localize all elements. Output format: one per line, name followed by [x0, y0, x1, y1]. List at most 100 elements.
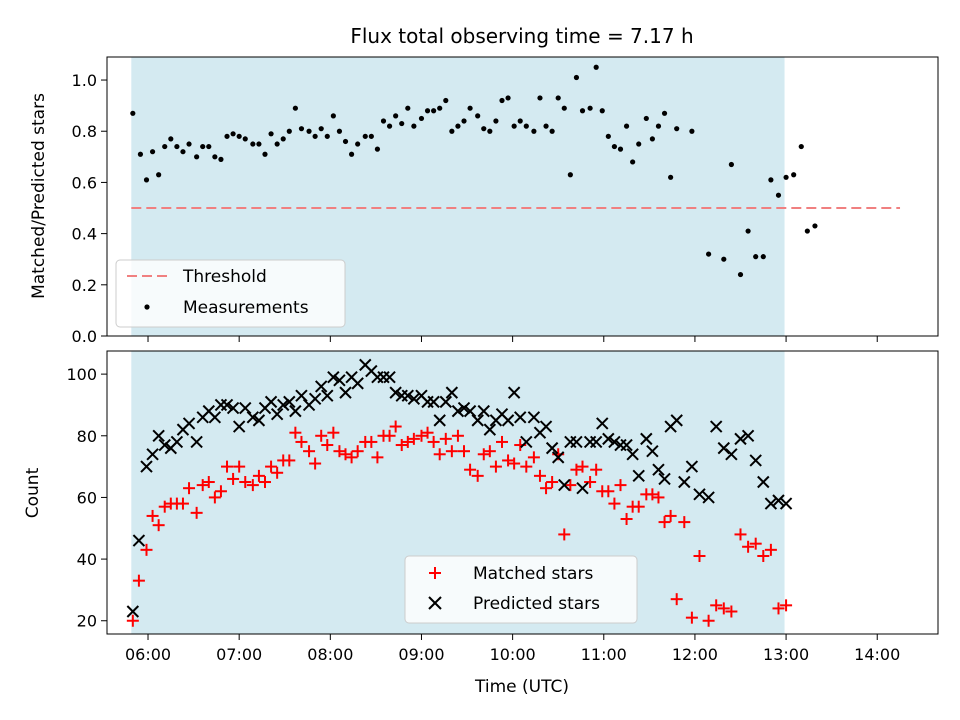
measurement-point	[775, 192, 782, 198]
measurement-point	[250, 141, 256, 147]
measurement-point	[505, 95, 511, 101]
matched-star-point	[780, 599, 793, 612]
matched-star-point	[333, 445, 346, 458]
legend-matched-icon	[429, 567, 441, 579]
matched-star-point	[339, 448, 352, 461]
measurement-point	[579, 108, 586, 114]
measurement-point	[537, 95, 543, 101]
matched-star-point	[646, 488, 659, 501]
measurement-point	[783, 174, 789, 180]
predicted-star-point	[401, 389, 415, 402]
measurement-point	[393, 113, 399, 119]
matched-star-point	[734, 528, 747, 541]
predicted-star-point	[321, 389, 334, 402]
measurement-point	[599, 108, 605, 114]
predicted-star-point	[463, 404, 477, 418]
matched-star-point	[283, 454, 296, 467]
matched-star-point	[489, 460, 502, 473]
x-axis-label: Time (UTC)	[474, 677, 569, 697]
matched-star-point	[685, 611, 698, 624]
predicted-star-point	[477, 404, 490, 418]
matched-star-point	[371, 451, 384, 464]
measurement-point	[149, 149, 156, 155]
matched-star-point	[146, 509, 159, 522]
matched-star-point	[214, 485, 227, 498]
predicted-star-point	[252, 414, 266, 427]
predicted-star-point	[126, 605, 140, 618]
x-tick-label: 11:00	[581, 645, 627, 664]
matched-star-point	[158, 500, 171, 513]
y-tick-label: 0.2	[72, 276, 97, 295]
predicted-star-point	[709, 420, 723, 433]
matched-star-point	[196, 479, 209, 492]
predicted-star-point	[283, 395, 296, 409]
measurement-point	[555, 95, 561, 101]
predicted-star-point	[725, 448, 738, 461]
measurement-point	[511, 123, 517, 129]
matched-star-point	[221, 460, 234, 473]
predicted-star-point	[314, 380, 328, 393]
predicted-star-point	[658, 472, 671, 486]
measurement-point	[760, 254, 766, 260]
measurement-point	[130, 110, 136, 116]
predicted-star-point	[220, 398, 234, 412]
measurement-point	[386, 123, 393, 129]
measurement-point	[186, 141, 192, 147]
top-y-axis-ticks: 0.0 0.2 0.4 0.6 0.8 1.0	[72, 71, 107, 346]
predicted-star-point	[527, 411, 541, 424]
matched-star-point	[495, 435, 508, 448]
measurement-point	[218, 156, 224, 162]
matched-star-point	[502, 454, 515, 467]
matched-star-point	[576, 460, 589, 473]
measurement-point	[324, 133, 330, 139]
measurement-point	[200, 143, 206, 150]
measurement-point	[721, 256, 727, 262]
matched-star-point	[570, 463, 583, 476]
predicted-star-point	[351, 377, 364, 390]
measurement-point	[256, 141, 262, 147]
predicted-star-point	[702, 491, 715, 504]
x-tick-label: 12:00	[672, 645, 718, 664]
measurement-point	[137, 151, 144, 157]
matched-star-point	[717, 602, 730, 615]
predicted-star-point	[678, 475, 691, 489]
measurement-point	[411, 123, 417, 129]
predicted-star-point	[451, 404, 465, 418]
predicted-star-point	[439, 395, 452, 409]
measurement-point	[424, 108, 431, 114]
matched-star-point	[407, 432, 420, 445]
measurement-point	[636, 141, 642, 147]
predicted-star-point	[270, 407, 284, 421]
predicted-star-point	[445, 386, 459, 399]
predicted-star-point	[146, 448, 159, 461]
predicted-star-point	[289, 404, 302, 418]
legend-predicted-icon	[428, 596, 442, 610]
predicted-star-point	[602, 432, 615, 446]
predicted-star-point	[514, 411, 527, 424]
bottom-y-axis-ticks: 20 40 60 80 100	[66, 365, 107, 631]
predicted-star-point	[652, 463, 665, 476]
measurement-point	[194, 154, 200, 160]
measurement-point	[593, 64, 599, 70]
matched-star-point	[584, 476, 597, 489]
matched-star-point	[445, 445, 458, 458]
measurement-point	[493, 118, 499, 124]
matched-star-point	[401, 435, 414, 448]
predicted-star-point	[483, 423, 497, 436]
measurement-point	[268, 131, 274, 137]
measurement-point	[674, 126, 680, 132]
top-x-axis-ticks	[147, 336, 878, 342]
predicted-star-point	[158, 438, 171, 452]
measurement-point	[374, 146, 381, 152]
matched-star-point	[152, 519, 165, 532]
predicted-star-point	[152, 429, 165, 442]
predicted-stars-series	[126, 358, 793, 618]
predicted-star-point	[685, 460, 699, 473]
measurement-point	[286, 128, 292, 134]
bottom-legend-box	[404, 555, 638, 624]
measurements-series	[130, 64, 818, 278]
matched-star-point	[742, 540, 755, 553]
x-tick-label: 07:00	[216, 645, 262, 664]
measurement-point	[399, 120, 405, 127]
